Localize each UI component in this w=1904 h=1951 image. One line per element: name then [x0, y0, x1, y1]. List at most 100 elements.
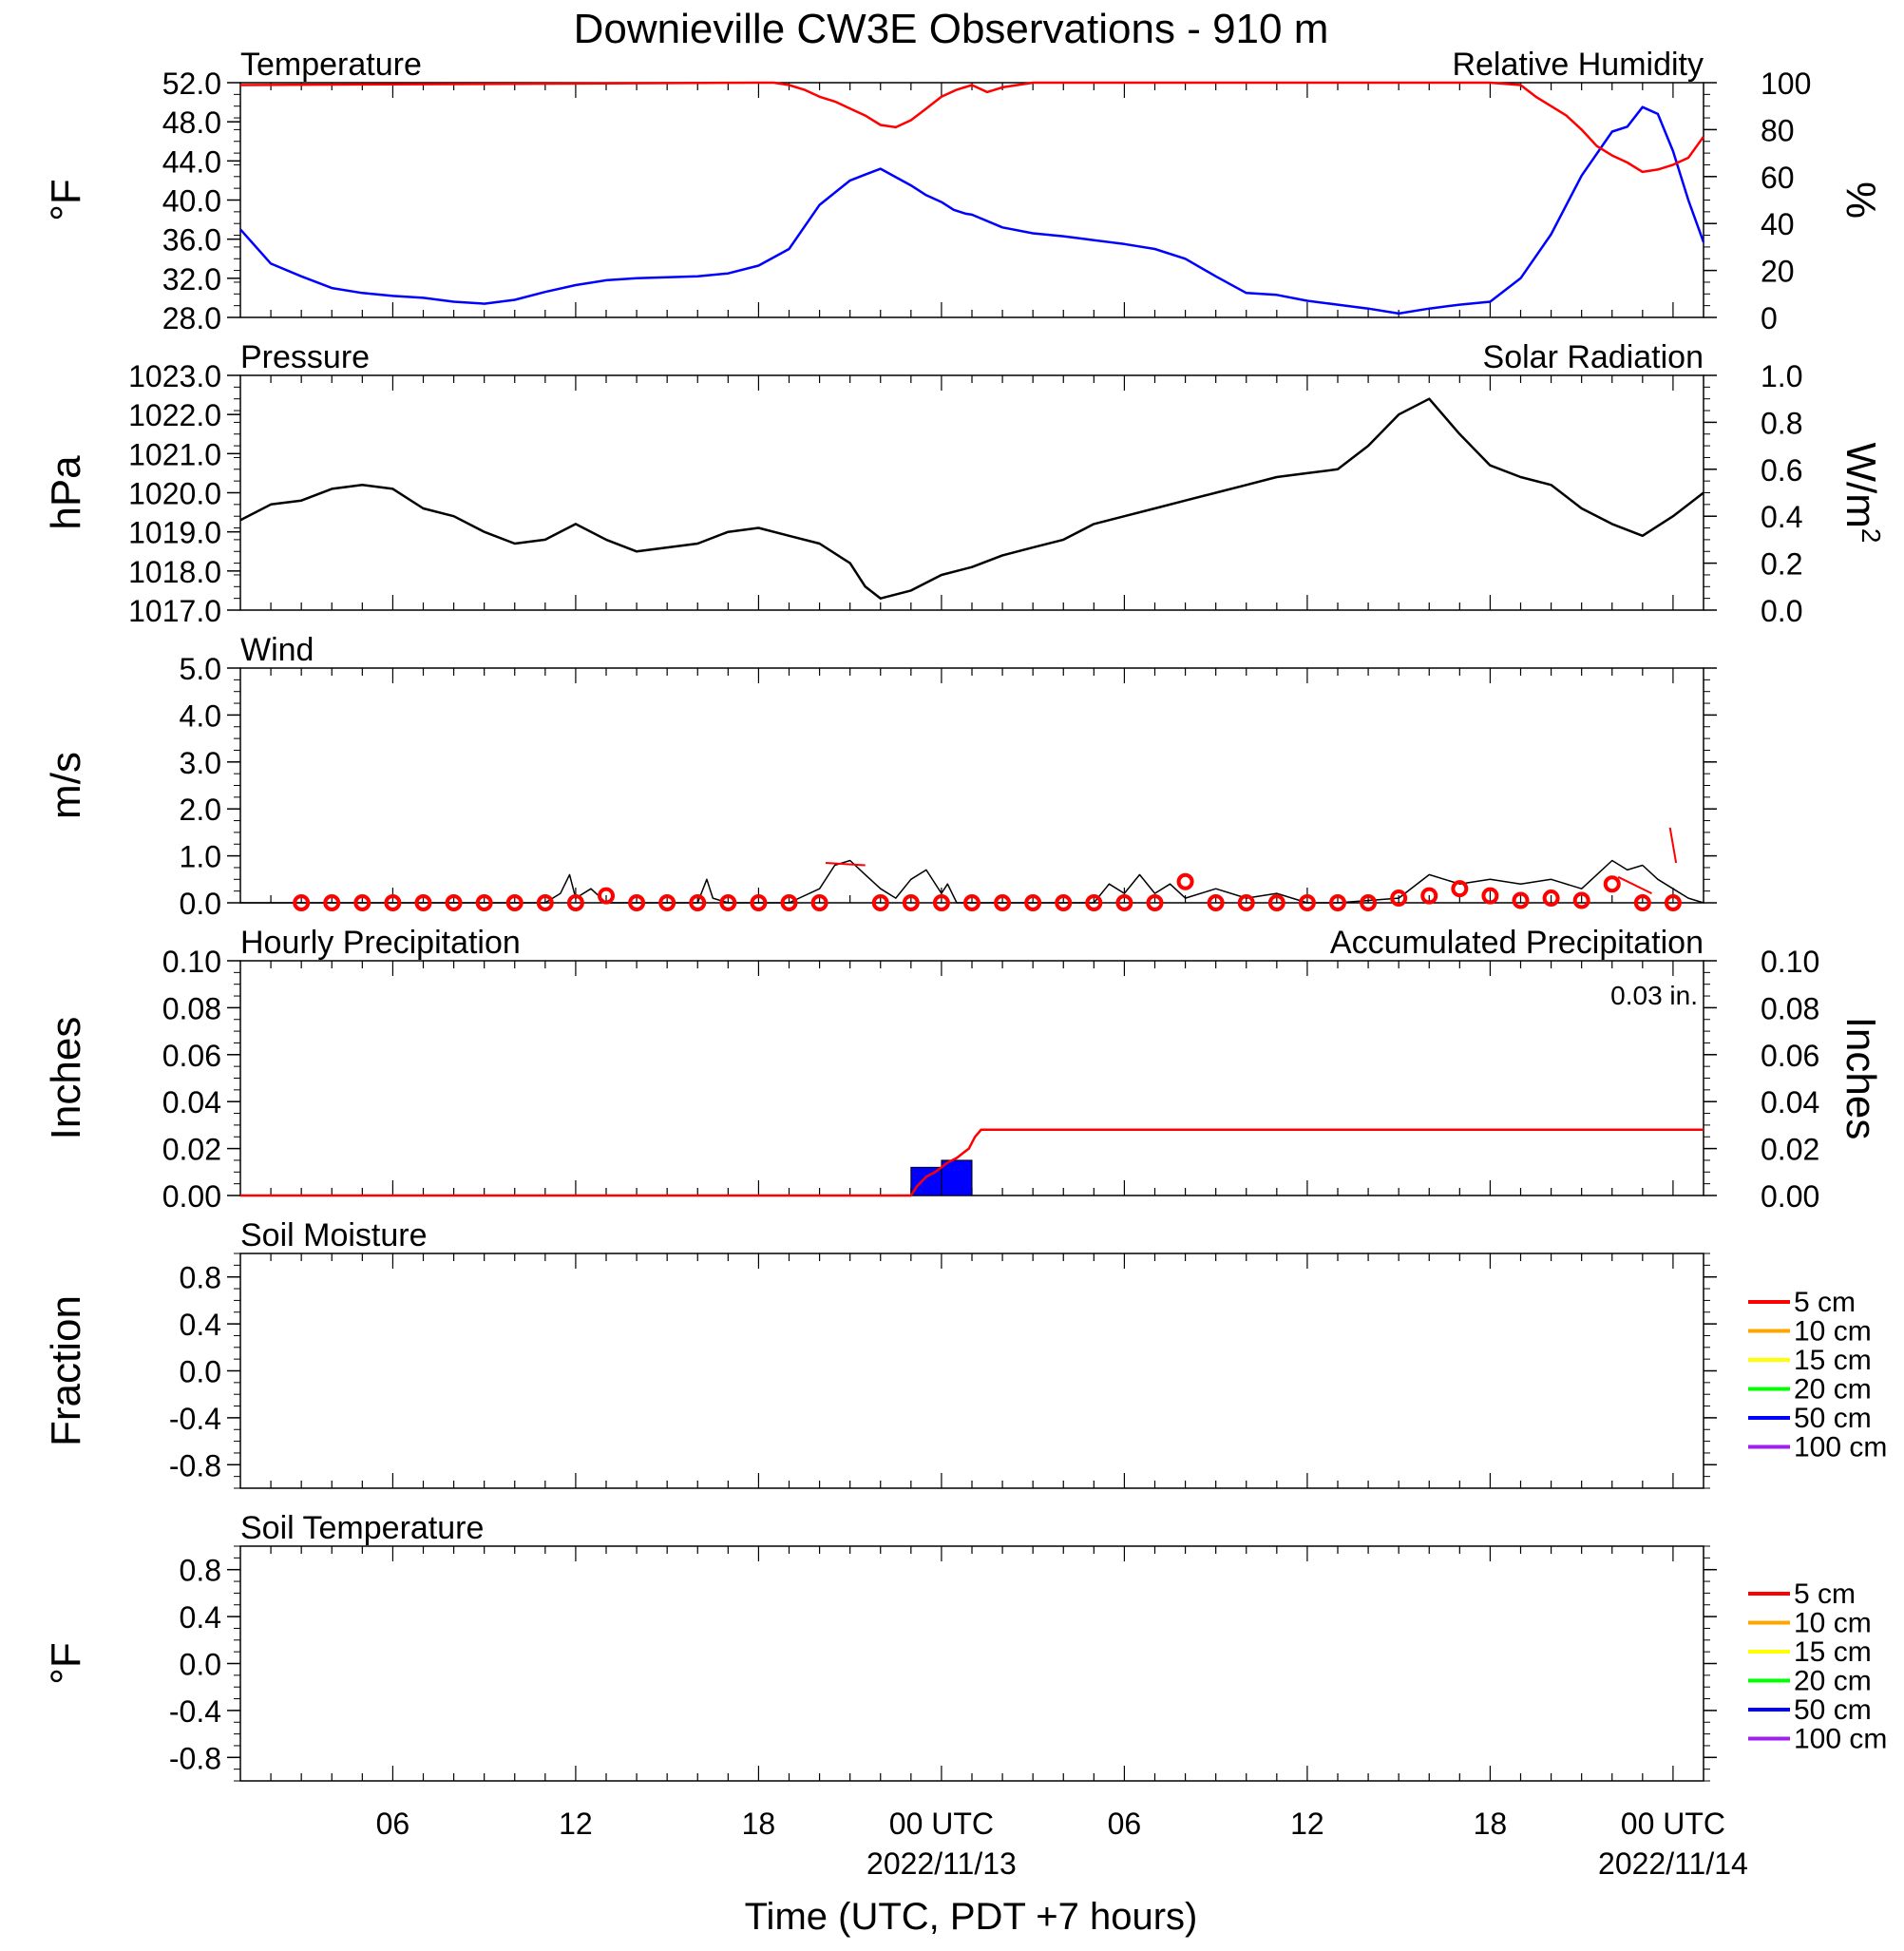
- y-axis-label-right: W/m2: [1837, 443, 1886, 544]
- wind-barb-marker: [1176, 872, 1194, 890]
- y-tick-label-right: 40: [1761, 207, 1795, 241]
- y-tick-label-right: 0.2: [1761, 547, 1802, 582]
- y-tick-label-left: 0.0: [180, 1648, 221, 1682]
- wind-barb-marker: [963, 894, 981, 911]
- wind-barb-marker: [628, 894, 646, 911]
- y-tick-label-left: 0.4: [180, 1308, 221, 1342]
- y-tick-label-left: 3.0: [180, 746, 221, 780]
- wind-barb-marker: [780, 894, 798, 911]
- wind-barb-marker: [1085, 894, 1103, 911]
- x-tick-label: 06: [376, 1807, 410, 1841]
- legend-entry: 50 cm: [1794, 1694, 1872, 1726]
- legend-entry: 15 cm: [1794, 1636, 1872, 1668]
- y-tick-label-left: 0.00: [162, 1179, 221, 1214]
- wind-barb-marker: [1603, 875, 1621, 893]
- y-tick-label-right: 0.10: [1761, 945, 1819, 979]
- panel-pressure: 1017.0 1018.0 1019.0 1020.0 1021.0 1022.0 1023…: [43, 339, 1886, 628]
- y-tick-label-left: 1019.0: [128, 516, 221, 550]
- legend-entry: 20 cm: [1794, 1666, 1872, 1697]
- panel-frame: [239, 667, 1704, 904]
- y-tick-label-left: 1.0: [180, 840, 221, 874]
- y-tick-label-left: 0.10: [162, 945, 221, 979]
- panel-soil_moisture: -0.8 -0.4 0.0 0.4 0.8 Soil Moisture Fraction 5 …: [43, 1217, 1887, 1489]
- wind-barb-marker: [1360, 894, 1378, 911]
- y-tick-label-left: -0.4: [169, 1694, 221, 1729]
- wind-barb-marker: [445, 894, 463, 911]
- wind-barb-marker: [1420, 887, 1438, 905]
- y-tick-label-left: 1022.0: [128, 398, 221, 432]
- x-date-label: 2022/11/13: [866, 1846, 1017, 1881]
- panel-title-right: Accumulated Precipitation: [1330, 925, 1704, 961]
- wind-barb-marker: [475, 894, 493, 911]
- wind-barb-line: [1617, 875, 1652, 895]
- y-tick-label-left: -0.8: [169, 1448, 221, 1482]
- y-tick-label-left: 0.8: [180, 1261, 221, 1295]
- wind-barb-marker: [1055, 894, 1073, 911]
- y-tick-label-right: 1.0: [1761, 359, 1802, 393]
- wind-barb-marker: [1329, 894, 1346, 911]
- panel-title-left: Temperature: [240, 47, 422, 83]
- wind-barb-marker: [1298, 894, 1316, 911]
- wind-barb-line: [1668, 827, 1678, 864]
- wind-barb-marker: [1572, 891, 1590, 909]
- y-tick-label-right: 20: [1761, 255, 1795, 289]
- series-line-relative-humidity: [239, 81, 1705, 174]
- legend-entry: 15 cm: [1794, 1345, 1872, 1376]
- legend-entry: 10 cm: [1794, 1316, 1872, 1348]
- y-tick-label-left: 4.0: [180, 698, 221, 733]
- y-tick-label-right: 0.06: [1761, 1039, 1819, 1073]
- y-tick-label-right: 0: [1761, 301, 1778, 335]
- y-tick-label-right: 0.6: [1761, 453, 1802, 488]
- wind-barb-marker: [1237, 894, 1255, 911]
- legend-entry: 5 cm: [1794, 1578, 1856, 1610]
- y-tick-label-left: 0.06: [162, 1039, 221, 1073]
- panel-title-right: Solar Radiation: [1483, 339, 1704, 375]
- panel-frame: [239, 82, 1704, 318]
- wind-barb-marker: [871, 894, 889, 911]
- y-tick-label-left: 1017.0: [128, 594, 221, 628]
- y-tick-label-left: 2.0: [180, 793, 221, 827]
- panel-title-left: Wind: [240, 632, 314, 668]
- y-tick-label-right: 0.04: [1761, 1085, 1819, 1119]
- series-line-wind-speed: [240, 859, 1704, 904]
- series-line-pressure: [239, 397, 1704, 600]
- y-tick-label-left: 32.0: [162, 262, 221, 296]
- y-tick-label-left: -0.4: [169, 1402, 221, 1436]
- x-axis: 06 12 18 00 UTC 2022/11/13 06 12 18 00 UTC 2022/1…: [376, 1807, 1748, 1881]
- y-tick-label-left: 0.0: [180, 887, 221, 921]
- panel-title-right: Relative Humidity: [1452, 47, 1704, 83]
- accumulated-total-label: 0.03 in.: [1610, 981, 1698, 1010]
- y-tick-label-left: 1020.0: [128, 477, 221, 511]
- y-tick-label-left: 28.0: [162, 301, 221, 335]
- y-tick-label-right: 100: [1761, 67, 1811, 101]
- y-tick-label-right: 0.4: [1761, 500, 1802, 534]
- panel-frame: [239, 1253, 1704, 1489]
- panel-title-left: Hourly Precipitation: [240, 925, 521, 961]
- y-tick-label-left: 52.0: [162, 67, 221, 101]
- y-tick-label-left: 40.0: [162, 184, 221, 219]
- legend-entry: 5 cm: [1794, 1287, 1856, 1318]
- wind-barb-marker: [598, 887, 615, 905]
- wind-barb-marker: [536, 894, 554, 911]
- panel-frame: [239, 374, 1704, 611]
- wind-barb-marker: [1633, 894, 1651, 911]
- y-tick-label-left: 0.04: [162, 1085, 221, 1119]
- y-tick-label-left: -0.8: [169, 1741, 221, 1775]
- panel-frame: [239, 1545, 1704, 1782]
- y-axis-label-left: °F: [43, 1642, 89, 1684]
- y-tick-label-right: 0.02: [1761, 1133, 1819, 1167]
- wind-barb-marker: [932, 894, 950, 911]
- y-tick-label-left: 0.4: [180, 1600, 221, 1635]
- wind-barb-marker: [505, 894, 524, 911]
- wind-barb-marker: [353, 894, 371, 911]
- y-axis-label-right: Inches: [1837, 1017, 1884, 1140]
- x-tick-label: 18: [1474, 1807, 1508, 1841]
- legend-entry: 10 cm: [1794, 1608, 1872, 1639]
- x-tick-label: 00 UTC: [1621, 1807, 1725, 1841]
- wind-barb-marker: [1207, 894, 1225, 911]
- y-axis-label-left: hPa: [43, 455, 89, 530]
- wind-barb-marker: [414, 894, 432, 911]
- wind-barb-marker: [1024, 894, 1042, 911]
